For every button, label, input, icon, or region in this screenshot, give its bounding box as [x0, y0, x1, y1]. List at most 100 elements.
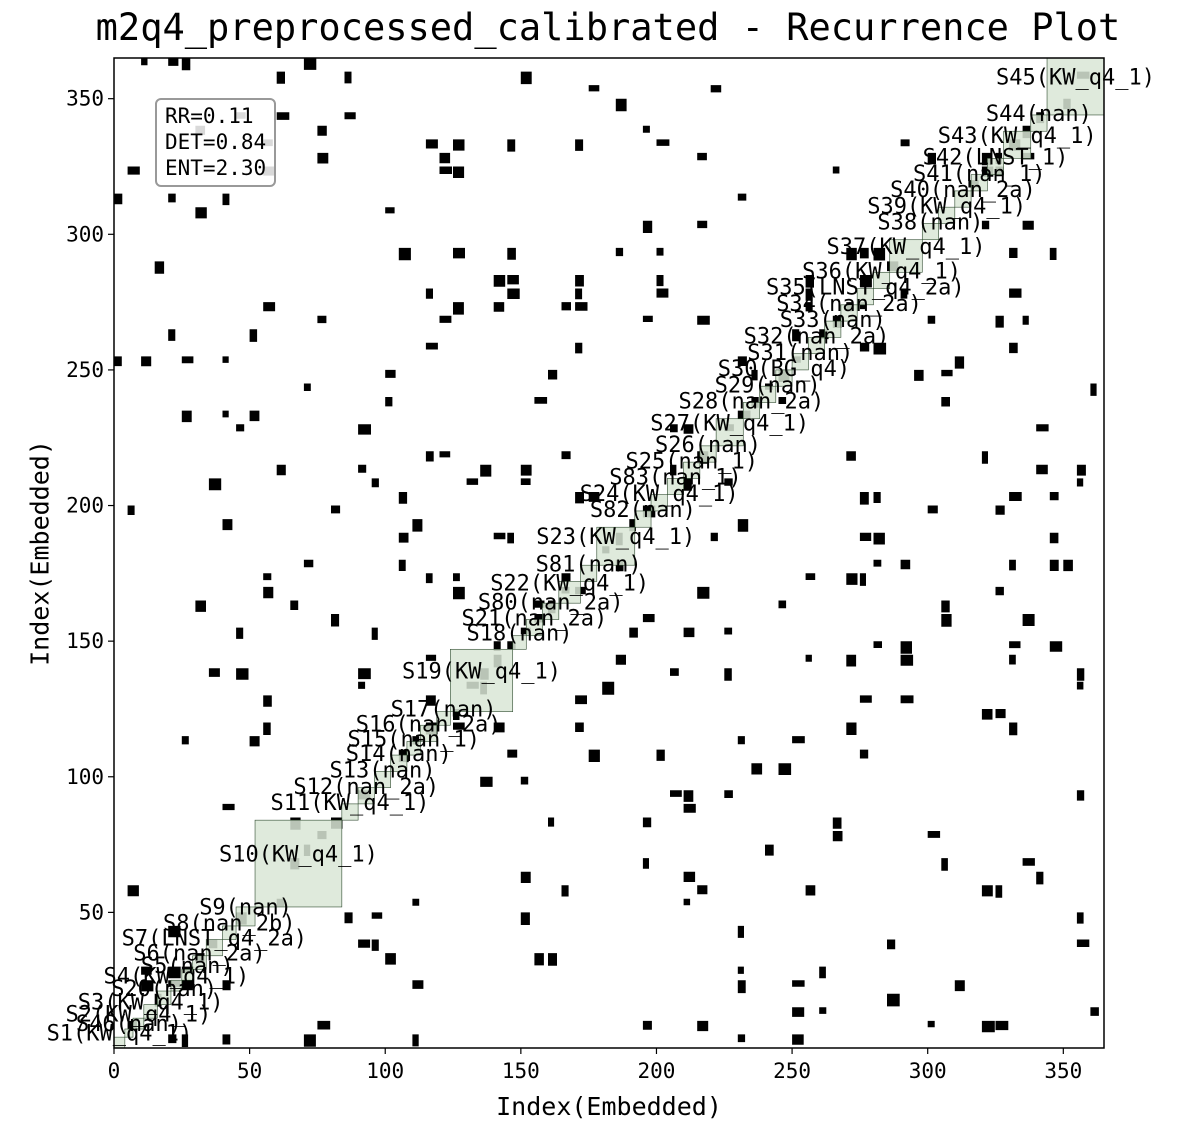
segment-box [987, 158, 1004, 175]
segment-box [938, 206, 956, 224]
segment-label: S16(nan_2a) [356, 712, 502, 737]
segment-box [650, 494, 668, 512]
segment-box [558, 581, 581, 604]
segment-box [775, 369, 793, 387]
segment-labels: S1(KW_q4_1)S46(nan)S2(KW_q4_1)S3(KW_q4_1… [47, 65, 1155, 1046]
segment-box [808, 337, 825, 354]
segment-box [124, 1028, 134, 1038]
segment-label: S17(nan) [391, 697, 497, 722]
segment-box [542, 602, 560, 620]
segment-label: S27(KW_q4_1) [650, 411, 809, 436]
segment-box [181, 969, 193, 981]
segment-label: S26(nan) [655, 433, 761, 458]
segment-box [170, 979, 183, 992]
segment-label: S45(KW_q4_1) [996, 65, 1155, 90]
segment-label: S20(nan) [111, 977, 217, 1002]
stats-box: RR=0.11 DET=0.84 ENT=2.30 [155, 98, 277, 187]
segment-box [143, 1004, 158, 1019]
segment-label: S23(KW_q4_1) [536, 525, 695, 550]
segment-label: S4(KW_q4_1) [104, 965, 250, 990]
plot-frame [113, 57, 1105, 1049]
segment-label: S42(LNST_1) [923, 145, 1069, 170]
segment-label: S14(nan) [346, 742, 452, 767]
chart-title: m2q4_preprocessed_calibrated - Recurrenc… [95, 6, 1121, 49]
segment-box [580, 564, 598, 582]
x-tick-label: 150 [502, 1059, 540, 1083]
segment-label: S37(KW_q4_1) [827, 235, 986, 260]
segment-label: S9(nan) [199, 895, 292, 920]
segment-box [254, 819, 343, 908]
segment-label: S30(BG_q4) [718, 357, 850, 382]
segment-label: S12(nan_2a) [293, 775, 439, 800]
x-tick-label: 350 [1044, 1059, 1082, 1083]
segment-box [436, 711, 451, 726]
segment-label: S39(KW_q4_1) [867, 194, 1026, 219]
segment-label: S83(nan_1) [609, 466, 741, 491]
segment-label: S40(nan_2a) [890, 178, 1036, 203]
segment-label: S35(LNST_q4_2a) [766, 276, 965, 301]
segment-label: S10(KW_q4_1) [219, 843, 378, 868]
y-tick-label: 100 [66, 765, 104, 789]
segment-box [667, 478, 684, 495]
segment-label: S5(nan) [141, 954, 234, 979]
segment-label: S29(nan) [715, 373, 821, 398]
segment-label: S31(nan) [747, 341, 853, 366]
segment-box [192, 955, 207, 970]
segment-label: S33(nan) [780, 308, 886, 333]
segment-box [856, 288, 874, 306]
x-tick-label: 0 [108, 1059, 121, 1083]
segment-box [357, 787, 375, 805]
segment-box [889, 239, 923, 273]
x-tick-label: 300 [909, 1059, 947, 1083]
segment-label: S3(KW_q4_1) [78, 990, 224, 1015]
segment-box [742, 402, 760, 420]
x-axis-label: Index(Embedded) [496, 1092, 722, 1121]
segment-box [759, 385, 777, 403]
segment-label: S44(nan) [986, 102, 1092, 127]
segment-box [512, 635, 527, 650]
segment-label: S28(nan_2a) [679, 390, 825, 415]
segment-label: S11(KW_q4_1) [270, 791, 429, 816]
segment-box [824, 320, 842, 338]
segment-box [596, 526, 636, 566]
segment-box [715, 418, 744, 447]
segment-box [683, 461, 701, 479]
axis-ticks: 0 50 100 150 200 250 300 350 50 100 150 200 250 300 35… [66, 87, 1082, 1083]
segment-label: S24(KW_q4_1) [580, 482, 739, 507]
ent-stat: ENT=2.30 [165, 156, 267, 180]
segment-boxes [113, 57, 1105, 1049]
segment-label: S34(nan_2a) [776, 292, 922, 317]
segment-box [1003, 130, 1032, 159]
segment-label: S41(nan_1) [913, 162, 1045, 187]
segment-box [1030, 114, 1048, 132]
segment-label: S6(nan_2a) [133, 942, 265, 967]
segment-label: S2(KW_q4_1) [66, 1003, 212, 1028]
segment-label: S80(nan_2a) [478, 590, 624, 615]
y-tick-label: 350 [66, 87, 104, 111]
segment-box [222, 925, 237, 940]
segment-label: S15(nan_1) [347, 727, 479, 752]
y-axis-label: Index(Embedded) [25, 440, 55, 666]
segment-box [132, 1017, 145, 1030]
segment-box [235, 906, 256, 927]
segment-box [525, 619, 543, 637]
x-tick-label: 100 [366, 1059, 404, 1083]
x-tick-label: 50 [237, 1059, 262, 1083]
segment-box [205, 939, 223, 957]
segment-box [390, 754, 408, 772]
segment-label: S36(KW_q4_1) [802, 259, 961, 284]
segment-box [374, 771, 391, 788]
segment-label: S1(KW_q4_1) [47, 1022, 193, 1047]
segment-label: S22(KW_q4_1) [490, 571, 649, 596]
segment-label: S82(nan) [590, 498, 696, 523]
y-tick-label: 200 [66, 494, 104, 518]
x-tick-label: 250 [773, 1059, 811, 1083]
segment-box [840, 304, 858, 322]
segment-box [450, 648, 514, 712]
segment-label: S19(KW_q4_1) [402, 659, 561, 684]
segment-box [406, 741, 421, 756]
segment-label: S38(nan) [877, 211, 983, 236]
det-stat: DET=0.84 [165, 130, 267, 154]
segment-box [699, 445, 717, 463]
